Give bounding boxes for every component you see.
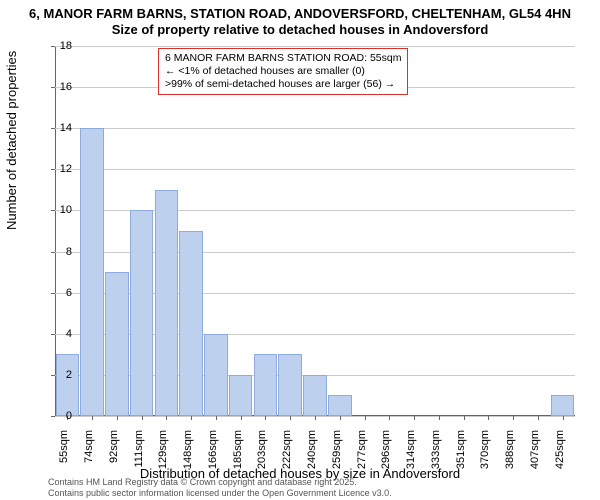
x-tick-mark: [315, 416, 316, 420]
bar: [130, 210, 154, 416]
x-tick-mark: [340, 416, 341, 420]
bar: [105, 272, 129, 416]
grid-line: [55, 169, 575, 170]
x-tick-mark: [464, 416, 465, 420]
title-line-2: Size of property relative to detached ho…: [0, 22, 600, 38]
x-tick-mark: [290, 416, 291, 420]
x-tick-mark: [142, 416, 143, 420]
plot-region: [55, 46, 575, 416]
bar: [56, 354, 80, 416]
bar: [80, 128, 104, 416]
x-tick-mark: [265, 416, 266, 420]
x-tick-mark: [191, 416, 192, 420]
x-tick-mark: [92, 416, 93, 420]
bar: [254, 354, 278, 416]
grid-line: [55, 128, 575, 129]
footer-line-2: Contains public sector information licen…: [48, 488, 392, 498]
y-tick-label: 12: [42, 163, 72, 175]
x-tick-mark: [513, 416, 514, 420]
attribution-footer: Contains HM Land Registry data © Crown c…: [48, 477, 392, 498]
callout-annotation: 6 MANOR FARM BARNS STATION ROAD: 55sqm ←…: [158, 48, 408, 95]
bar: [278, 354, 302, 416]
bar: [155, 190, 179, 416]
y-tick-label: 0: [42, 410, 72, 422]
y-tick-label: 6: [42, 287, 72, 299]
x-tick-mark: [488, 416, 489, 420]
footer-line-1: Contains HM Land Registry data © Crown c…: [48, 477, 392, 487]
y-tick-label: 4: [42, 328, 72, 340]
x-tick-mark: [166, 416, 167, 420]
annotation-line-3: >99% of semi-detached houses are larger …: [165, 78, 401, 91]
chart-title-block: 6, MANOR FARM BARNS, STATION ROAD, ANDOV…: [0, 0, 600, 39]
x-tick-mark: [538, 416, 539, 420]
y-tick-label: 2: [42, 369, 72, 381]
x-tick-mark: [365, 416, 366, 420]
grid-line: [55, 46, 575, 47]
bar: [551, 395, 575, 416]
title-line-1: 6, MANOR FARM BARNS, STATION ROAD, ANDOV…: [0, 6, 600, 22]
x-tick-mark: [414, 416, 415, 420]
y-axis-label: Number of detached properties: [4, 51, 19, 230]
x-tick-mark: [389, 416, 390, 420]
bar: [328, 395, 352, 416]
bar: [179, 231, 203, 416]
chart-area: 6 MANOR FARM BARNS STATION ROAD: 55sqm ←…: [55, 46, 575, 416]
x-tick-mark: [216, 416, 217, 420]
y-tick-label: 18: [42, 40, 72, 52]
bar: [204, 334, 228, 416]
x-tick-mark: [241, 416, 242, 420]
bar: [303, 375, 327, 416]
y-tick-label: 8: [42, 246, 72, 258]
x-tick-mark: [563, 416, 564, 420]
y-tick-label: 10: [42, 204, 72, 216]
y-tick-label: 16: [42, 81, 72, 93]
annotation-line-2: ← <1% of detached houses are smaller (0): [165, 65, 401, 78]
x-tick-mark: [439, 416, 440, 420]
bar: [229, 375, 253, 416]
annotation-line-1: 6 MANOR FARM BARNS STATION ROAD: 55sqm: [165, 52, 401, 65]
y-tick-label: 14: [42, 122, 72, 134]
x-tick-mark: [117, 416, 118, 420]
